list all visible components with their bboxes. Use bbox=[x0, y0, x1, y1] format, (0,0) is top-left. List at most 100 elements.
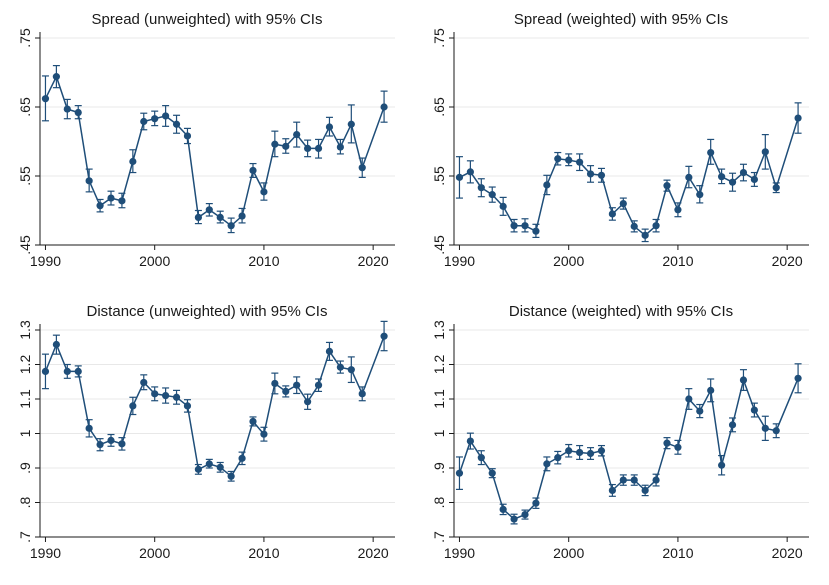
data-point bbox=[663, 439, 671, 447]
data-point bbox=[576, 158, 584, 166]
y-tick-label: .7 bbox=[431, 531, 447, 543]
data-point bbox=[41, 367, 50, 375]
data-point bbox=[238, 454, 246, 462]
data-point bbox=[249, 166, 257, 175]
data-point bbox=[499, 202, 507, 210]
data-point bbox=[293, 381, 301, 389]
x-tick-label: 2020 bbox=[358, 545, 389, 561]
data-point bbox=[162, 391, 170, 400]
data-point bbox=[477, 184, 485, 192]
x-tick-label: 2020 bbox=[772, 253, 803, 269]
chart-title: Distance (weighted) with 95% CIs bbox=[509, 303, 733, 320]
chart-spread-unweighted: Spread (unweighted) with 95% CIs .45 .55 .6… bbox=[17, 11, 395, 269]
chart-title: Spread (unweighted) with 95% CIs bbox=[92, 11, 323, 28]
data-point bbox=[336, 363, 344, 371]
data-point bbox=[107, 194, 115, 202]
y-tick-label: 1.1 bbox=[17, 389, 33, 409]
data-point bbox=[772, 184, 780, 192]
data-point bbox=[641, 231, 649, 239]
data-point bbox=[52, 340, 60, 349]
data-point bbox=[63, 367, 71, 375]
data-point bbox=[641, 486, 649, 495]
data-point bbox=[455, 173, 464, 181]
data-point bbox=[707, 148, 715, 157]
data-point bbox=[608, 210, 616, 218]
data-point bbox=[488, 191, 496, 199]
data-point bbox=[85, 424, 93, 432]
y-tick-label: .55 bbox=[17, 166, 33, 186]
data-point bbox=[118, 440, 126, 448]
chart-distance-unweighted: Distance (unweighted) with 95% CIs .7 .8 .9… bbox=[17, 303, 395, 561]
data-point bbox=[96, 202, 104, 210]
data-point bbox=[532, 227, 540, 235]
data-point bbox=[162, 112, 170, 120]
x-tick-label: 1990 bbox=[444, 545, 475, 561]
data-point bbox=[216, 213, 224, 221]
data-point bbox=[728, 178, 737, 186]
data-point bbox=[380, 332, 388, 340]
data-point bbox=[565, 447, 573, 455]
data-point bbox=[358, 390, 366, 398]
data-point bbox=[205, 460, 213, 468]
y-tick-label: .75 bbox=[17, 28, 33, 48]
data-point bbox=[652, 476, 660, 484]
series-line bbox=[459, 117, 799, 237]
data-point bbox=[521, 222, 529, 230]
y-tick-label: 1.3 bbox=[431, 320, 447, 340]
data-point bbox=[293, 131, 301, 139]
data-point bbox=[532, 499, 540, 507]
x-tick-label: 2020 bbox=[772, 545, 803, 561]
data-point bbox=[238, 212, 246, 220]
data-point bbox=[619, 476, 627, 484]
data-point bbox=[728, 421, 737, 429]
data-point bbox=[750, 406, 758, 414]
y-tick-label: .9 bbox=[431, 462, 447, 474]
data-point bbox=[194, 465, 202, 473]
y-tick-label: 1.2 bbox=[17, 355, 33, 375]
data-point bbox=[466, 168, 474, 176]
x-tick-label: 1990 bbox=[30, 253, 61, 269]
data-point bbox=[455, 469, 464, 477]
chart-title: Spread (weighted) with 95% CIs bbox=[514, 11, 728, 28]
data-point bbox=[74, 108, 82, 117]
data-point bbox=[761, 424, 769, 432]
data-point bbox=[576, 448, 584, 457]
data-point bbox=[685, 173, 693, 181]
data-point bbox=[172, 120, 181, 128]
data-point bbox=[151, 115, 159, 123]
data-point bbox=[183, 132, 192, 140]
data-point bbox=[194, 213, 202, 221]
chart-distance-weighted: Distance (weighted) with 95% CIs .7 .8 .9 1 1… bbox=[431, 303, 809, 561]
data-point bbox=[282, 387, 290, 396]
y-tick-label: 1 bbox=[17, 429, 33, 437]
data-point bbox=[304, 398, 312, 406]
y-tick-label: .55 bbox=[431, 166, 447, 186]
x-tick-label: 2010 bbox=[248, 545, 279, 561]
data-point bbox=[314, 381, 323, 389]
data-point bbox=[118, 197, 126, 205]
data-point bbox=[543, 460, 551, 468]
y-tick-label: .45 bbox=[17, 235, 33, 255]
data-point bbox=[107, 436, 115, 444]
data-point bbox=[663, 182, 671, 190]
data-point bbox=[630, 222, 638, 230]
data-point bbox=[707, 386, 715, 394]
data-point bbox=[347, 120, 355, 128]
y-tick-label: .8 bbox=[17, 496, 33, 508]
data-point bbox=[325, 347, 334, 355]
data-point bbox=[565, 156, 573, 164]
data-point bbox=[140, 117, 148, 126]
data-point bbox=[96, 440, 104, 449]
data-point bbox=[739, 168, 748, 177]
data-point bbox=[794, 114, 802, 122]
x-tick-label: 2000 bbox=[553, 545, 584, 561]
data-point bbox=[685, 395, 693, 403]
data-point bbox=[129, 402, 137, 410]
data-point bbox=[674, 206, 682, 214]
data-point bbox=[140, 378, 148, 387]
data-point bbox=[619, 200, 627, 208]
data-point bbox=[543, 181, 551, 189]
data-point bbox=[271, 140, 279, 148]
data-point bbox=[336, 143, 344, 151]
y-tick-label: .8 bbox=[431, 496, 447, 508]
